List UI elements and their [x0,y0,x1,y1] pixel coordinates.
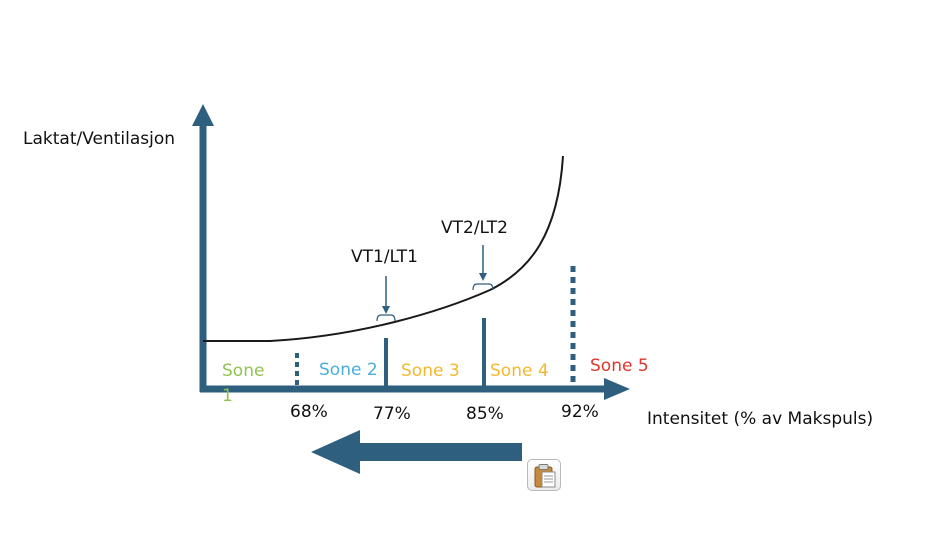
vt1-bracket [376,314,396,322]
zone-1-number: 1 [222,386,233,406]
vt1-pointer-arrowhead [382,306,390,314]
lactate-curve [203,155,564,342]
vt1-label: VT1/LT1 [351,247,418,267]
clipboard-paste-button[interactable] [527,459,561,491]
vt2-bracket [472,283,494,291]
zone-2-label: Sone 2 [319,360,378,380]
y-axis-arrowhead [192,104,214,126]
zone-4-label: Sone 4 [490,361,549,381]
left-arrow-icon [311,430,522,474]
tick-85: 85% [466,404,504,424]
zone-3-label: Sone 3 [401,361,460,381]
zone-1-label: Sone [222,361,264,381]
clipboard-paste-icon [534,464,556,488]
tick-92: 92% [561,402,599,422]
vt2-pointer-arrowhead [479,273,487,281]
tick-77: 77% [373,404,411,424]
x-axis-label: Intensitet (% av Makspuls) [647,409,873,429]
x-axis-arrowhead [604,378,630,400]
tick-68: 68% [290,402,328,422]
zone-5-label: Sone 5 [590,356,649,376]
vt2-label: VT2/LT2 [441,218,508,238]
y-axis-label: Laktat/Ventilasjon [23,129,175,149]
